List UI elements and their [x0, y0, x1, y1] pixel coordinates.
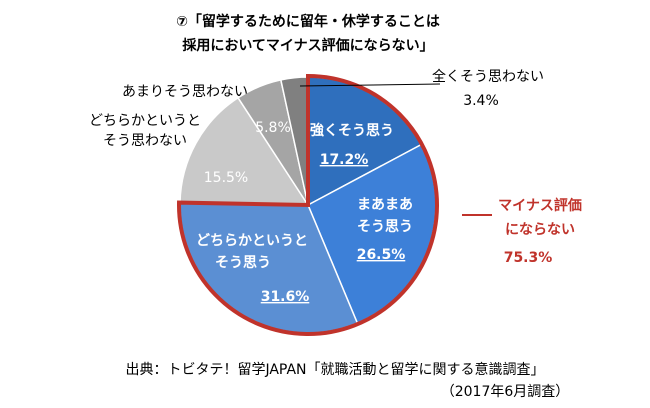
chart-title: 採用においてマイナス評価にならない」 — [182, 37, 433, 54]
slice-label: そう思わない — [103, 133, 187, 149]
leader-line — [299, 83, 441, 87]
value-label: 3.4% — [463, 93, 499, 109]
slice-label: そう思う — [215, 255, 271, 271]
annotation-value: 75.3% — [504, 250, 553, 266]
slice-label: そう思う — [357, 219, 413, 235]
chart-title: ⑦「留学するために留年・休学することは — [176, 13, 440, 30]
value-label: 26.5% — [357, 247, 406, 263]
source: （2017年6月調査） — [441, 384, 570, 400]
slice-label: どちらかというと — [196, 233, 308, 249]
highlight-outline — [177, 73, 439, 336]
slice-label: あまりそう思わない — [122, 84, 248, 100]
source: 出典：トビタテ！留学JAPAN「就職活動と留学に関する意識調査」 — [125, 361, 544, 378]
annotation: にならない — [505, 222, 575, 238]
value-label: 17.2% — [320, 152, 369, 168]
slice-label: どちらかというと — [89, 113, 201, 129]
pie-slice — [179, 96, 310, 206]
slice-label: まあまあ — [357, 197, 413, 213]
value-label: 15.5% — [204, 170, 248, 186]
value-label: 5.8% — [255, 120, 291, 136]
value-label: 31.6% — [261, 289, 310, 305]
slice-label: 全くそう思わない — [432, 68, 544, 85]
annotation: マイナス評価 — [498, 197, 582, 214]
slice-label: 強くそう思う — [310, 122, 394, 139]
